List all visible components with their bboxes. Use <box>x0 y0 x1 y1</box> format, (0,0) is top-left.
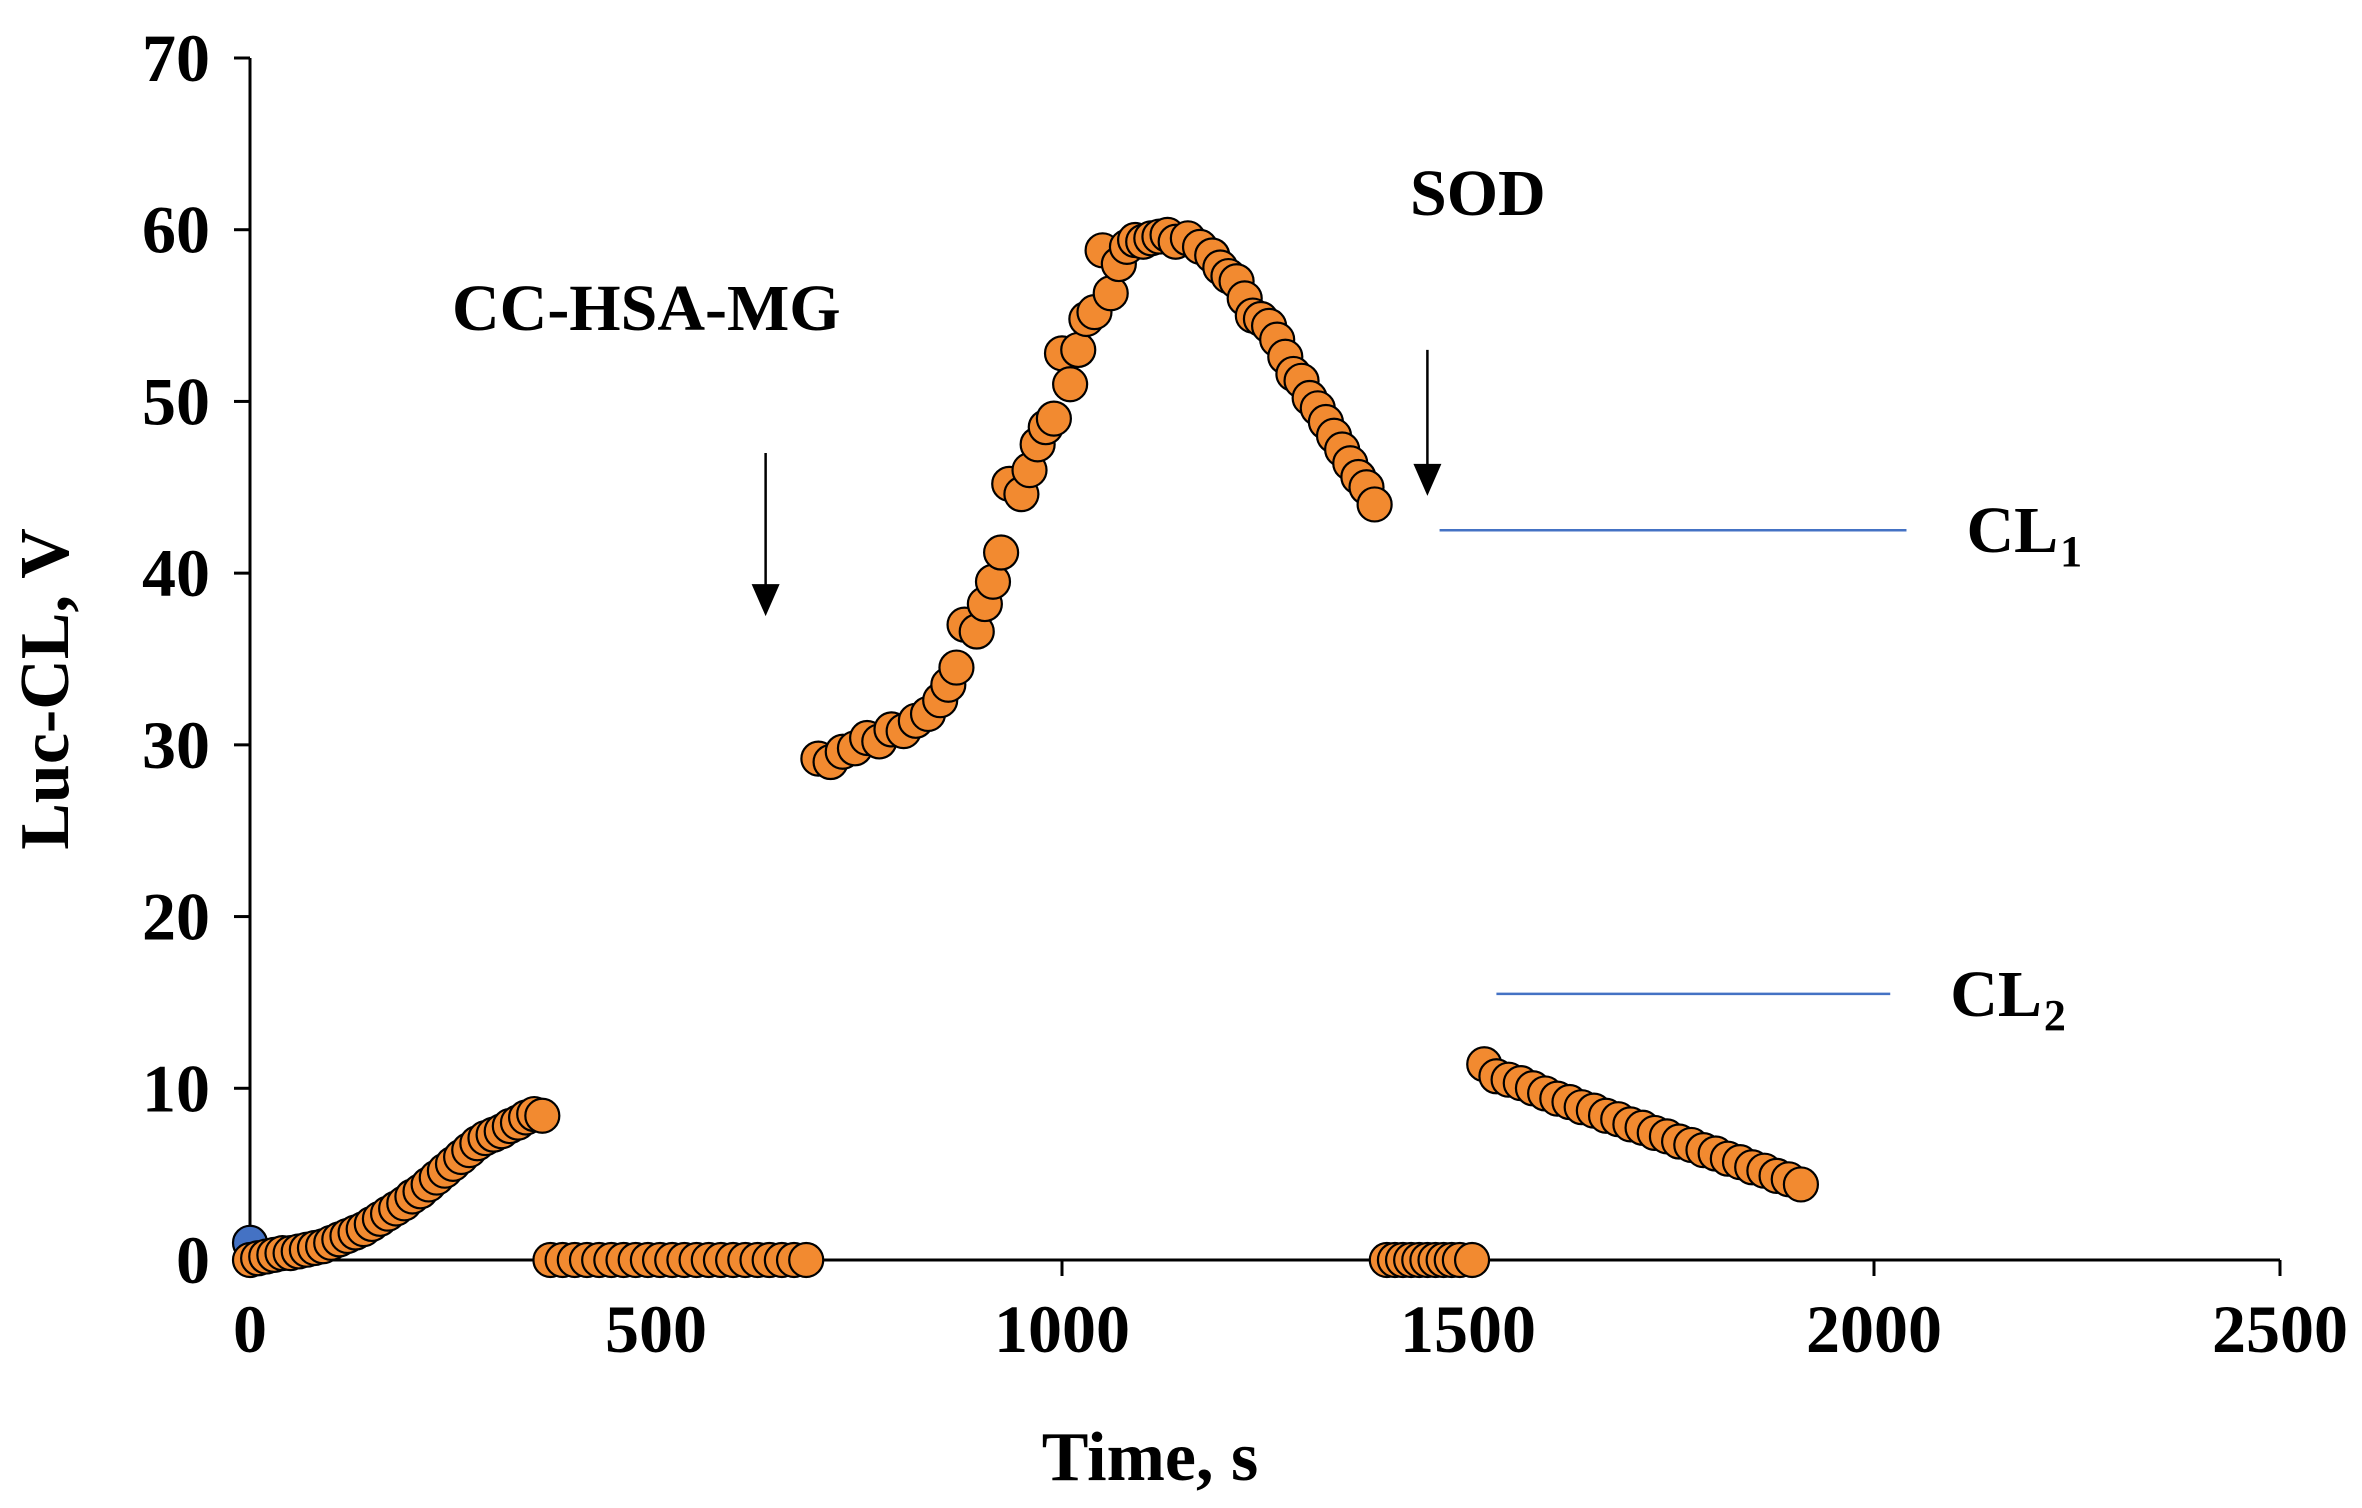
x-tick-label: 1500 <box>1400 1291 1536 1367</box>
data-markers <box>231 216 1820 1279</box>
level-lines <box>1439 528 1907 996</box>
data-point <box>1052 366 1089 403</box>
level-label-cl2: CL <box>1950 958 2042 1031</box>
y-tick-label: 10 <box>142 1050 210 1126</box>
cc-hsa-mg-arrow-head <box>751 584 780 617</box>
x-axis-title: Time, s <box>1042 1419 1259 1496</box>
axes <box>234 56 2282 1276</box>
annotation-cc-hsa-mg: CC-HSA-MG <box>452 272 841 345</box>
y-tick-label: 0 <box>176 1222 210 1298</box>
level-label-subscript: 2 <box>2044 991 2066 1040</box>
y-axis-title: Luc-CL, V <box>7 528 84 850</box>
labels: 0 10 20 30 40 50 60 70 0 500 1000 1500 2000 2500 Time,… <box>7 20 2348 1496</box>
annotation-sod: SOD <box>1410 157 1546 230</box>
y-tick-label: 20 <box>142 879 210 955</box>
data-point <box>1356 486 1393 523</box>
x-tick-label: 2500 <box>2212 1291 2348 1367</box>
level-label-cl1: CL <box>1966 494 2058 567</box>
data-point <box>938 649 975 686</box>
data-point <box>1060 331 1097 369</box>
x-tick-label: 0 <box>233 1291 267 1367</box>
y-tick-label: 30 <box>142 707 210 783</box>
x-tick-label: 500 <box>605 1291 707 1367</box>
y-tick-label: 50 <box>142 363 210 439</box>
data-point <box>982 534 1020 571</box>
sod-arrow-head <box>1413 463 1442 496</box>
y-tick-label: 70 <box>142 20 210 96</box>
y-tick-label: 40 <box>142 535 210 611</box>
data-point <box>524 1097 561 1134</box>
y-tick-label: 60 <box>142 192 210 268</box>
data-point <box>1782 1166 1820 1203</box>
data-point <box>788 1241 825 1279</box>
data-point <box>1453 1241 1491 1279</box>
annotation-arrows <box>751 349 1442 617</box>
level-label-subscript: 1 <box>2060 527 2082 576</box>
x-tick-label: 1000 <box>994 1291 1130 1367</box>
x-tick-label: 2000 <box>1806 1291 1942 1367</box>
data-point <box>1035 400 1072 437</box>
